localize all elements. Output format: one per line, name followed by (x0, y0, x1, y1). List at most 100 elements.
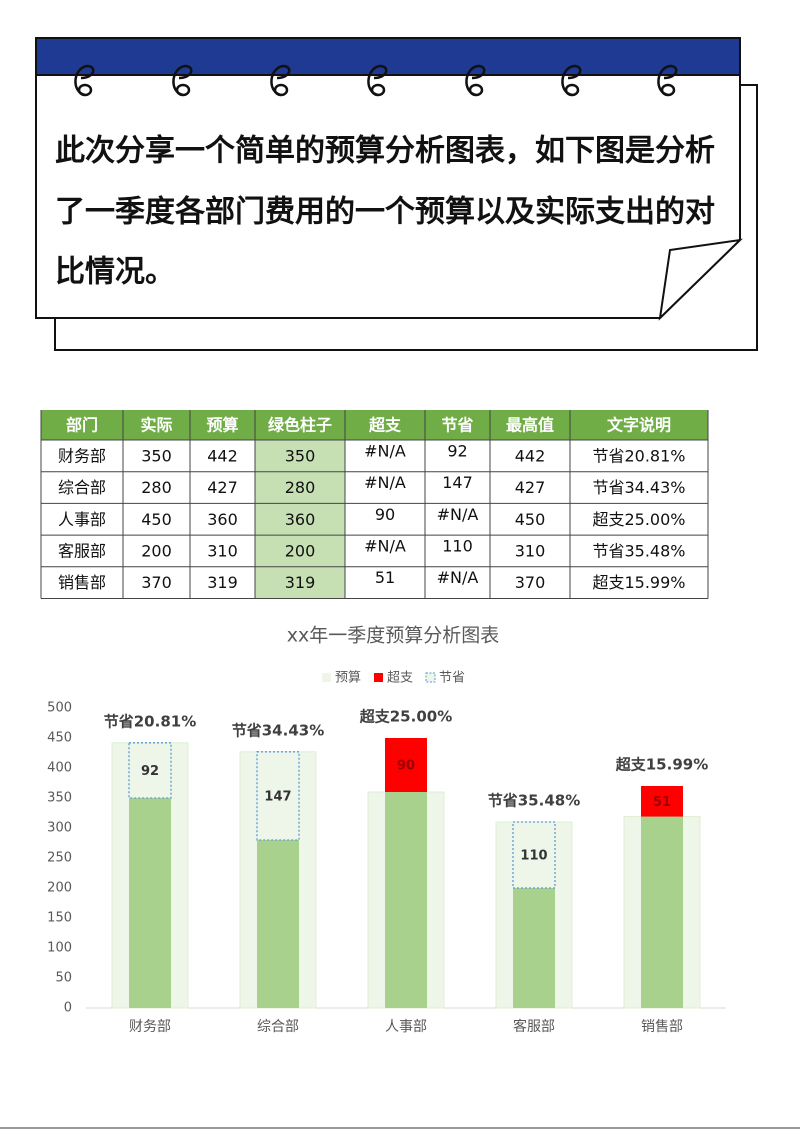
legend-label: 超支 (387, 671, 413, 686)
table-cell: 350 (285, 446, 316, 465)
table-cell: #N/A (437, 568, 479, 587)
ring-hole (468, 83, 484, 97)
table-cell: 51 (375, 568, 395, 587)
table-cell: #N/A (364, 536, 406, 555)
legend-swatch (322, 673, 331, 682)
table-cell: 370 (141, 573, 172, 592)
table-cell: 节省20.81% (592, 446, 685, 465)
y-tick-label: 50 (55, 971, 72, 986)
ring (465, 64, 486, 97)
saving-bar (256, 751, 300, 841)
y-tick-label: 300 (47, 821, 72, 836)
ring-hole (660, 83, 676, 97)
ring (657, 64, 678, 97)
table-cell: 综合部 (58, 478, 106, 497)
table-cell: 450 (141, 510, 172, 529)
overspend-bar (641, 786, 683, 817)
table-header-cell: 实际 (140, 416, 172, 435)
table-cell: 147 (442, 473, 473, 492)
annotation: 超支15.99% (615, 756, 708, 774)
y-tick-label: 200 (47, 881, 72, 896)
header-line: 此次分享一个简单的预算分析图表，如下图是分析 (55, 134, 715, 169)
header-line: 比情况。 (55, 255, 175, 290)
x-tick-label: 综合部 (257, 1019, 299, 1035)
table-cell: 90 (375, 505, 395, 524)
segment-label: 92 (141, 764, 159, 779)
actual-bar (129, 798, 171, 1008)
table-header-cell: 最高值 (506, 416, 554, 435)
table-cell: 319 (207, 573, 238, 592)
overspend-bar (385, 738, 427, 792)
table-header-bg (41, 410, 708, 440)
table-cell: 427 (207, 478, 238, 497)
table-cell: 财务部 (58, 446, 106, 465)
header-line: 了一季度各部门费用的一个预算以及实际支出的对 (55, 195, 715, 230)
table-cell: 280 (141, 478, 172, 497)
y-tick-label: 450 (47, 731, 72, 746)
table-header-cell: 部门 (66, 416, 98, 435)
annotation: 节省34.43% (232, 721, 324, 739)
actual-bar (385, 792, 427, 1008)
table-cell: 350 (141, 446, 172, 465)
table-cell: 442 (515, 446, 546, 465)
table-cell: 人事部 (58, 510, 106, 529)
saving-bar (128, 742, 172, 799)
table-header-cell: 节省 (441, 416, 473, 435)
x-tick-label: 客服部 (513, 1018, 555, 1035)
table-cell: 319 (285, 573, 316, 592)
highlight-column (255, 440, 345, 599)
table-cell: 客服部 (58, 541, 106, 560)
ring-hole (77, 83, 93, 97)
ring (561, 64, 582, 97)
ring (74, 64, 95, 97)
saving-bar (512, 821, 556, 889)
y-tick-label: 250 (47, 851, 72, 866)
ring-hole (370, 83, 386, 97)
table-cell: 280 (285, 478, 316, 497)
paper-top-bar (35, 37, 741, 76)
y-tick-label: 350 (47, 791, 72, 806)
chart-title: xx年一季度预算分析图表 (287, 625, 500, 647)
table-cell: #N/A (364, 473, 406, 492)
actual-bar (641, 816, 683, 1008)
table-cell: 360 (285, 510, 316, 529)
table-cell: 450 (515, 510, 546, 529)
table-cell: 360 (207, 510, 238, 529)
table-cell: 110 (442, 536, 473, 555)
table-cell: 节省35.48% (592, 541, 685, 560)
table-cell: 310 (207, 541, 238, 560)
table-cell: #N/A (437, 505, 479, 524)
segment-label: 90 (397, 759, 415, 774)
actual-bar (513, 888, 555, 1008)
table-header-cell: 超支 (368, 416, 402, 435)
table-header-cell: 文字说明 (607, 416, 671, 435)
paper-fold (658, 238, 743, 321)
y-tick-label: 100 (47, 941, 72, 956)
table-cell: 200 (141, 541, 172, 560)
legend-swatch (425, 672, 436, 683)
y-tick-label: 150 (47, 911, 72, 926)
table-cell: 超支25.00% (592, 510, 685, 529)
table-cell: 节省34.43% (592, 478, 685, 497)
segment-label: 147 (264, 789, 291, 804)
y-tick-label: 0 (64, 1001, 72, 1016)
annotation: 节省35.48% (488, 792, 580, 810)
ring (270, 64, 291, 97)
table-cell: 442 (207, 446, 238, 465)
legend-label: 节省 (439, 671, 465, 686)
x-tick-label: 人事部 (385, 1019, 427, 1035)
segment-label: 110 (520, 849, 547, 864)
annotation: 节省20.81% (104, 712, 196, 730)
rings (74, 64, 678, 97)
table-cell: 销售部 (58, 573, 106, 592)
table-cell: 超支15.99% (592, 573, 685, 592)
ring-hole (273, 83, 289, 97)
segment-label: 51 (653, 795, 671, 810)
table-header-cell: 预算 (206, 416, 238, 435)
x-tick-label: 财务部 (129, 1019, 171, 1035)
table-cell: 200 (285, 541, 316, 560)
